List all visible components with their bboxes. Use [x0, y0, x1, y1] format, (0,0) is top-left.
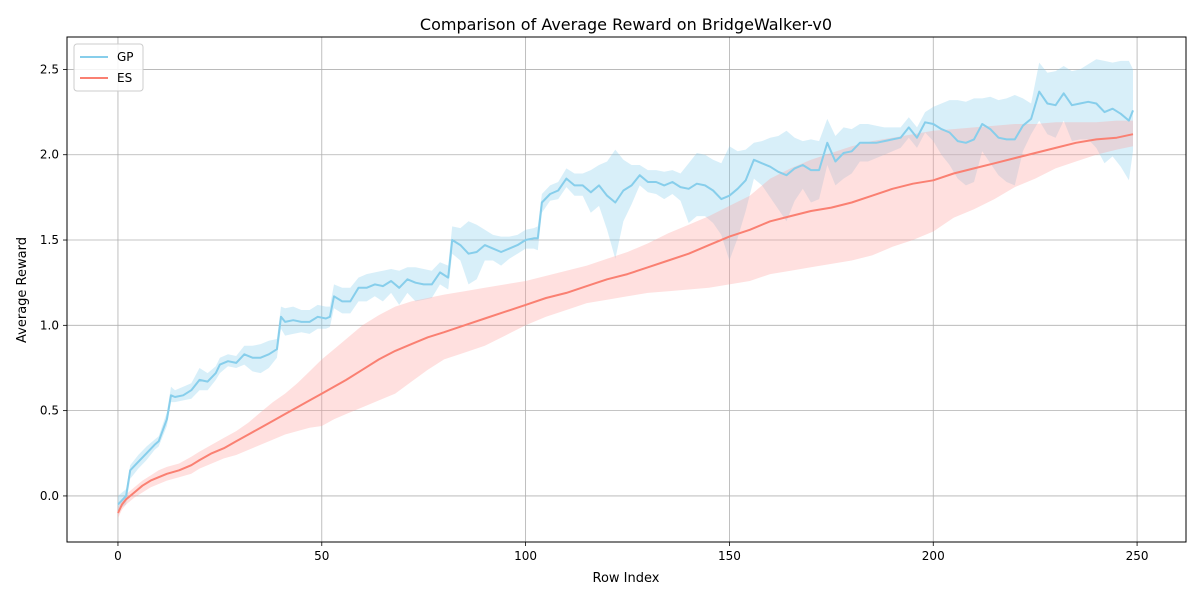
- x-tick-label: 250: [1126, 549, 1149, 563]
- y-axis-ticks: 0.0 0.5 1.0 1.5 2.0 2.5: [40, 62, 67, 503]
- legend-label-es: ES: [117, 71, 132, 85]
- x-tick-label: 100: [514, 549, 537, 563]
- y-tick-label: 1.0: [40, 318, 59, 332]
- x-axis-label: Row Index: [593, 571, 660, 586]
- es-band: [118, 120, 1133, 519]
- chart-title: Comparison of Average Reward on BridgeWa…: [420, 15, 832, 34]
- es-line: [117, 133, 1134, 514]
- y-axis-label: Average Reward: [15, 237, 30, 343]
- y-tick-label: 2.5: [40, 62, 59, 76]
- gp-line: [117, 90, 1134, 506]
- legend: GP ES: [73, 43, 144, 92]
- x-tick-label: 150: [718, 549, 741, 563]
- x-tick-label: 50: [314, 549, 329, 563]
- legend-label-gp: GP: [117, 50, 134, 64]
- x-tick-label: 200: [922, 549, 945, 563]
- y-tick-label: 2.0: [40, 148, 59, 162]
- grid-lines: [67, 37, 1186, 542]
- shaded-bands: [118, 59, 1133, 519]
- x-axis-ticks: 0 50 100 150 200 250: [114, 542, 1149, 563]
- x-tick-label: 0: [114, 549, 122, 563]
- series-lines: [117, 90, 1134, 514]
- y-tick-label: 0.0: [40, 489, 59, 503]
- legend-box: [73, 43, 144, 92]
- y-tick-label: 1.5: [40, 233, 59, 247]
- y-tick-label: 0.5: [40, 404, 59, 418]
- gp-band: [118, 59, 1133, 510]
- plot-frame: [66, 36, 1187, 543]
